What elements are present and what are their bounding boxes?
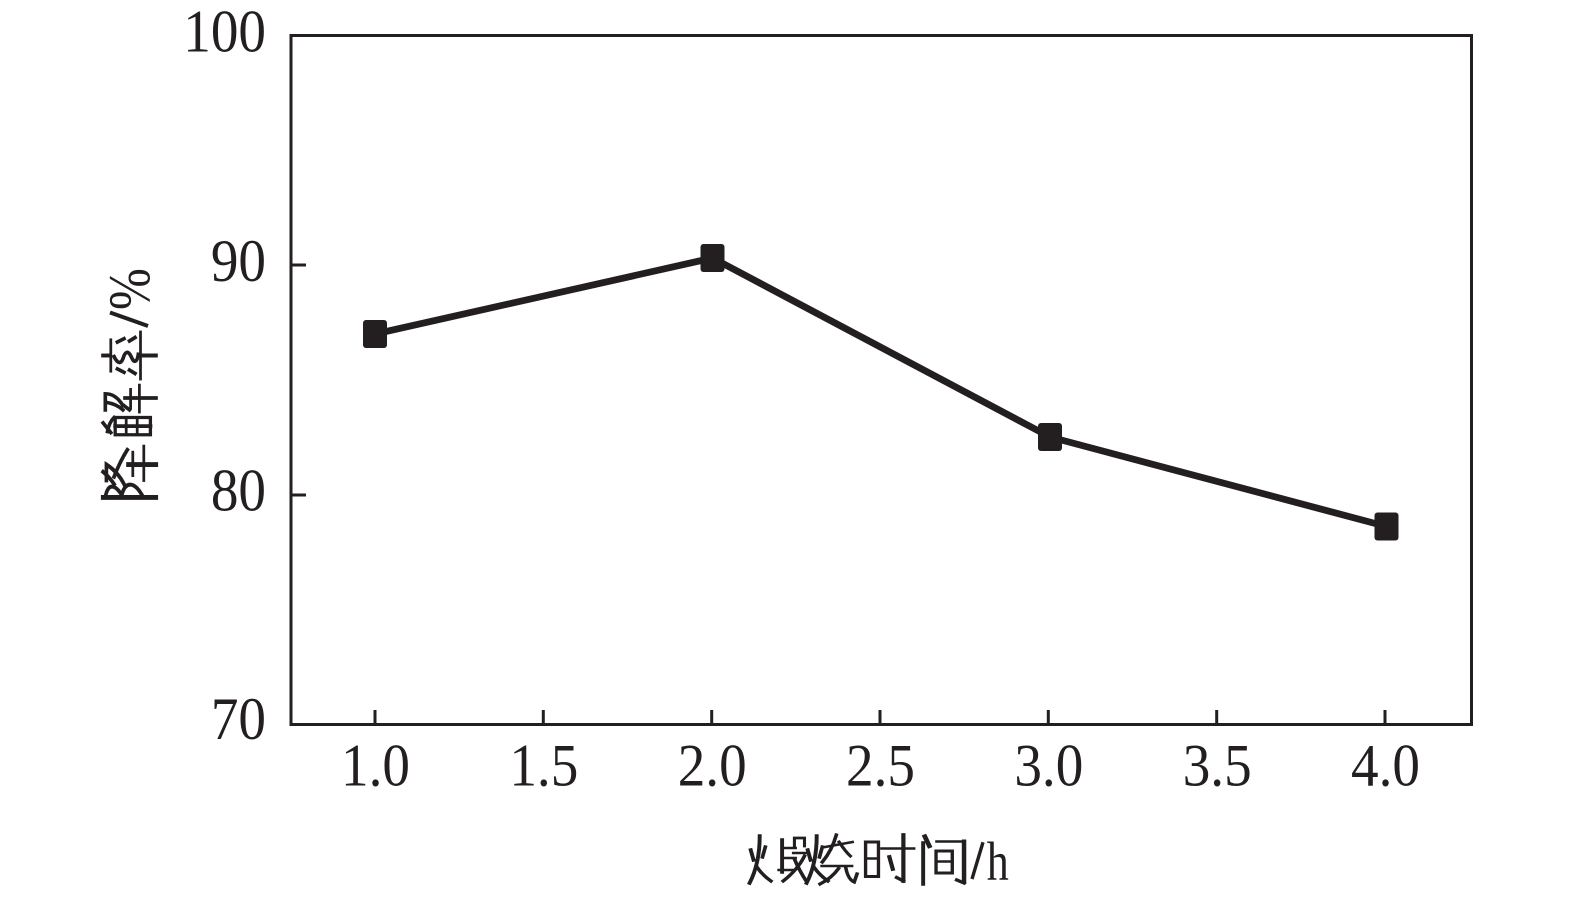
svg-text:3.0: 3.0 [1014, 733, 1083, 799]
svg-text:90: 90 [211, 229, 266, 295]
svg-text:2.5: 2.5 [846, 733, 915, 799]
svg-text:4.0: 4.0 [1351, 733, 1420, 799]
svg-text:%: % [96, 268, 162, 310]
svg-text:100: 100 [183, 0, 266, 65]
svg-text:2.0: 2.0 [678, 733, 747, 799]
svg-text:1.5: 1.5 [509, 733, 578, 799]
svg-text:3.5: 3.5 [1183, 733, 1252, 799]
svg-text:80: 80 [211, 458, 266, 524]
svg-text:1.0: 1.0 [341, 733, 410, 799]
svg-text:70: 70 [211, 687, 266, 753]
svg-text:h: h [987, 831, 1009, 892]
